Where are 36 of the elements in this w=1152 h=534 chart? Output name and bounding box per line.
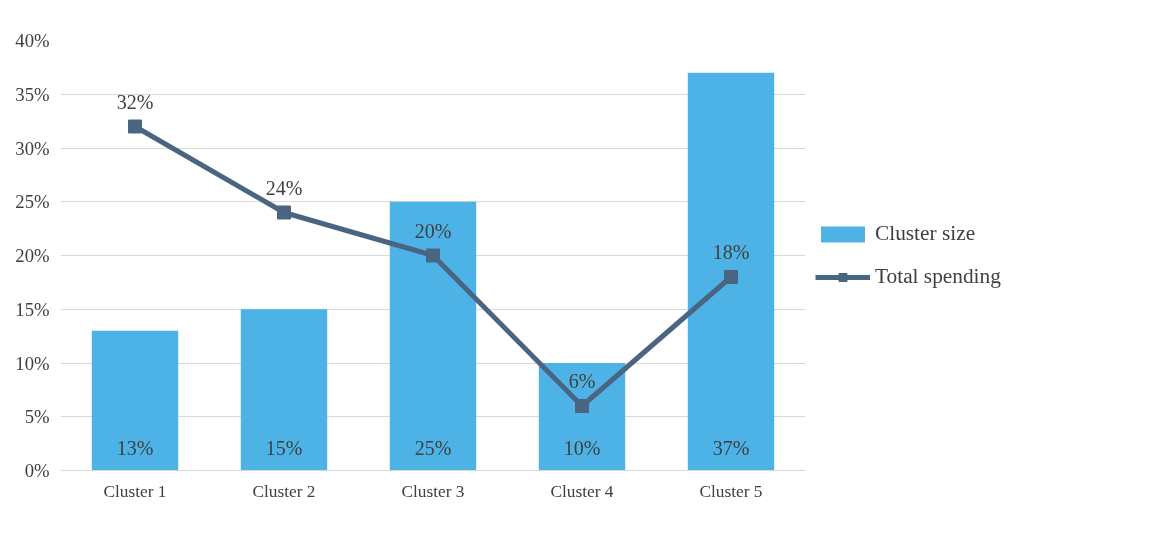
bar — [538, 363, 626, 471]
data-label: 13% — [116, 436, 154, 459]
y-tick-label: 30% — [15, 137, 50, 159]
data-label: 25% — [414, 436, 452, 459]
y-tick-label: 40% — [15, 30, 50, 51]
legend-label: Total spending — [875, 264, 1001, 289]
data-label: 15% — [265, 436, 303, 459]
y-tick-label: 5% — [24, 406, 50, 428]
y-tick-label: 0% — [24, 460, 50, 481]
x-tick-label: Cluster 3 — [401, 481, 465, 501]
x-tick-label: Cluster 5 — [699, 481, 763, 501]
y-tick-label: 15% — [15, 298, 50, 320]
data-label: 20% — [414, 219, 452, 242]
bar — [687, 72, 775, 471]
data-label: 18% — [712, 241, 750, 263]
bar — [240, 309, 328, 471]
bar — [91, 330, 179, 471]
bar — [389, 201, 477, 471]
y-tick-label: 20% — [15, 245, 50, 266]
point — [724, 270, 738, 284]
y-tick-label: 25% — [15, 191, 50, 213]
x-tick-label: Cluster 2 — [252, 481, 316, 501]
point — [128, 119, 142, 134]
point — [426, 248, 440, 263]
point — [277, 205, 291, 220]
data-label: 10% — [563, 436, 601, 459]
point — [575, 399, 589, 413]
data-label: 32% — [116, 90, 154, 113]
data-label: 37% — [712, 436, 750, 459]
legend-label: Cluster size — [875, 221, 976, 246]
x-tick-label: Cluster 1 — [103, 481, 167, 501]
y-tick-label: 35% — [15, 83, 50, 105]
x-tick-label: Cluster 4 — [550, 481, 614, 501]
y-tick-label: 10% — [15, 352, 50, 374]
data-label: 6% — [568, 370, 596, 392]
data-label: 24% — [265, 176, 303, 199]
